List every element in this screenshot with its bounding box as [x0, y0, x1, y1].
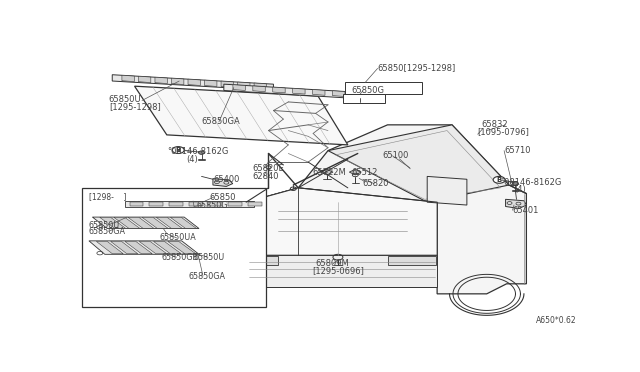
Polygon shape	[142, 217, 168, 228]
Text: A650*0.62: A650*0.62	[536, 316, 577, 325]
Polygon shape	[237, 82, 250, 89]
Text: 65850U: 65850U	[89, 221, 120, 230]
Polygon shape	[312, 90, 325, 95]
Text: 65401: 65401	[513, 206, 539, 215]
Text: B: B	[175, 147, 181, 153]
Text: 65850U: 65850U	[109, 94, 141, 103]
Text: 62840: 62840	[253, 172, 279, 181]
Text: 65512: 65512	[352, 168, 378, 177]
Polygon shape	[428, 176, 467, 205]
Polygon shape	[273, 87, 285, 93]
Text: 65809M: 65809M	[316, 259, 349, 268]
Polygon shape	[506, 199, 527, 208]
Polygon shape	[125, 201, 253, 207]
Polygon shape	[114, 217, 140, 228]
Polygon shape	[170, 217, 196, 228]
Text: 65832: 65832	[482, 121, 508, 129]
Polygon shape	[89, 241, 199, 254]
Text: 65850[1295-1298]: 65850[1295-1298]	[378, 63, 456, 72]
Text: [1295-1298]: [1295-1298]	[109, 103, 161, 112]
Polygon shape	[149, 202, 163, 206]
Text: 65850G: 65850G	[196, 201, 228, 210]
Polygon shape	[228, 202, 242, 206]
Text: °08146-8162G: °08146-8162G	[167, 147, 228, 156]
Text: 65850UA: 65850UA	[159, 234, 196, 243]
Text: [1295-0696]: [1295-0696]	[312, 266, 364, 275]
Polygon shape	[92, 217, 199, 228]
Text: 65850GA: 65850GA	[188, 272, 225, 280]
Polygon shape	[168, 241, 196, 254]
Polygon shape	[138, 76, 151, 83]
Text: [1298-    ]: [1298- ]	[89, 193, 126, 202]
Polygon shape	[508, 181, 518, 185]
Text: (4): (4)	[514, 185, 525, 194]
Text: [1095-0796]: [1095-0796]	[477, 128, 529, 137]
Text: 65850GA: 65850GA	[89, 227, 126, 236]
Text: (4): (4)	[187, 155, 198, 164]
Polygon shape	[189, 202, 202, 206]
Polygon shape	[333, 91, 345, 96]
Text: 65850GB: 65850GB	[162, 253, 199, 262]
Polygon shape	[349, 169, 361, 175]
Text: 65400: 65400	[213, 175, 239, 184]
Polygon shape	[246, 188, 437, 255]
Text: 65820E: 65820E	[253, 164, 284, 173]
Polygon shape	[139, 241, 167, 254]
Polygon shape	[129, 202, 143, 206]
Polygon shape	[100, 217, 125, 228]
Polygon shape	[221, 81, 234, 87]
Polygon shape	[205, 80, 217, 86]
Polygon shape	[169, 202, 183, 206]
Polygon shape	[253, 86, 265, 92]
Polygon shape	[134, 86, 348, 145]
Text: 65850: 65850	[209, 193, 236, 202]
Polygon shape	[112, 75, 273, 90]
Bar	[343, 94, 385, 103]
Circle shape	[172, 147, 184, 154]
Polygon shape	[122, 75, 134, 81]
Polygon shape	[208, 202, 222, 206]
Polygon shape	[156, 217, 182, 228]
Polygon shape	[172, 78, 184, 84]
Polygon shape	[97, 241, 124, 254]
Text: 65850U: 65850U	[193, 253, 225, 262]
Polygon shape	[249, 256, 278, 265]
Text: B: B	[497, 177, 502, 183]
Text: 65850GA: 65850GA	[202, 118, 240, 126]
Polygon shape	[292, 88, 305, 94]
Polygon shape	[254, 83, 266, 89]
Polygon shape	[154, 241, 181, 254]
Text: 65100: 65100	[383, 151, 409, 160]
Polygon shape	[128, 217, 154, 228]
Text: 65710: 65710	[504, 146, 531, 155]
Polygon shape	[224, 84, 375, 100]
Polygon shape	[246, 125, 527, 294]
Bar	[346, 83, 422, 94]
Bar	[83, 188, 266, 307]
Circle shape	[513, 182, 518, 185]
Polygon shape	[233, 85, 245, 90]
Circle shape	[493, 176, 505, 183]
Circle shape	[198, 151, 205, 154]
Polygon shape	[213, 179, 233, 186]
Polygon shape	[248, 202, 262, 206]
Polygon shape	[328, 125, 509, 202]
Polygon shape	[246, 188, 428, 211]
Polygon shape	[125, 241, 152, 254]
Polygon shape	[321, 169, 333, 175]
Polygon shape	[111, 241, 138, 254]
Text: 65850G: 65850G	[352, 86, 385, 95]
Polygon shape	[388, 256, 436, 265]
Text: °08146-8162G: °08146-8162G	[500, 178, 562, 187]
Polygon shape	[246, 255, 437, 287]
Polygon shape	[155, 77, 167, 84]
Text: 65722M: 65722M	[312, 168, 346, 177]
Polygon shape	[188, 79, 200, 86]
Polygon shape	[353, 92, 365, 98]
Text: 65820: 65820	[363, 179, 389, 188]
